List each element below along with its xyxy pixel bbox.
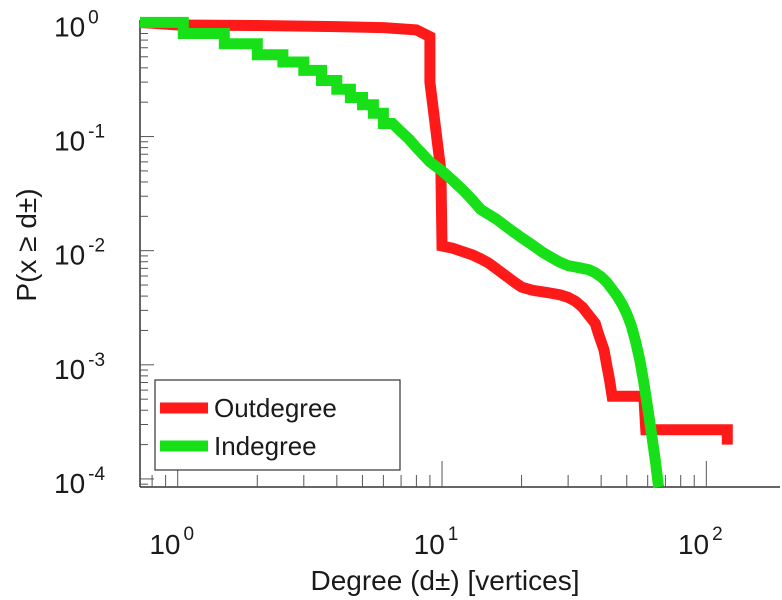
y-tick-label: 10 -2 [54,236,105,271]
x-tick-label: 10 1 [414,524,459,560]
series-line-indegree [140,16,665,488]
x-tick-label: 10 0 [149,524,194,560]
y-tick-label: 10 -4 [54,464,105,499]
y-tick-label: 10 -1 [54,122,105,157]
legend-label-outdegree: Outdegree [214,393,337,423]
series-line-outdegree [139,16,733,445]
x-tick-label: 10 2 [678,524,723,560]
x-axis-label: Degree (d±) [vertices] [310,565,579,596]
legend-box [154,379,401,471]
y-tick-label: 10 -3 [54,350,105,385]
y-axis-label: P(x ≥ d±) [11,188,42,301]
legend-label-indegree: Indegree [214,431,317,461]
y-tick-label: 10 0 [54,7,99,42]
